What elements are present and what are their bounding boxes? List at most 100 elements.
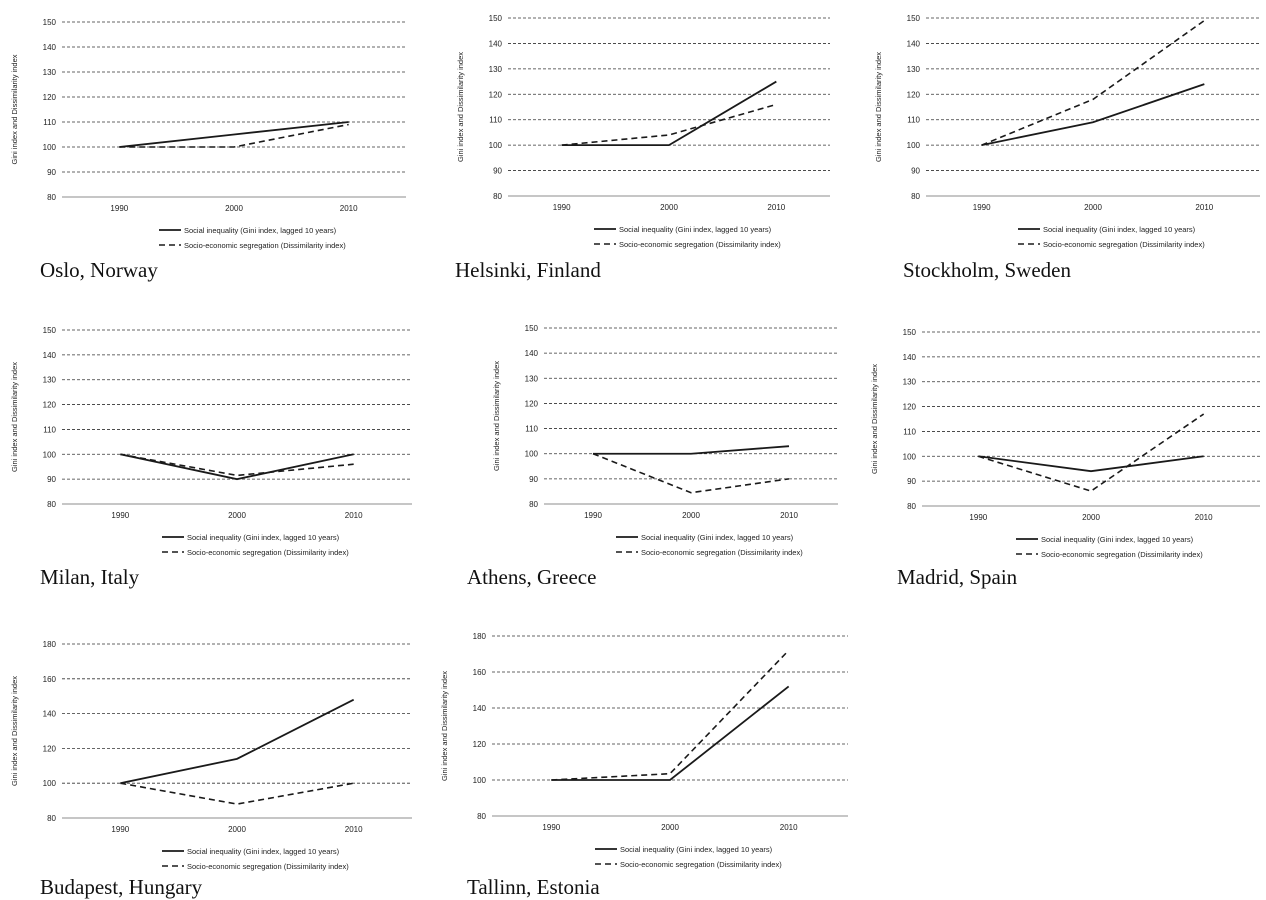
- y-tick-label: 120: [903, 403, 917, 412]
- y-tick-label: 150: [43, 326, 57, 335]
- series-line-segregation: [551, 649, 790, 781]
- caption-budapest: Budapest, Hungary: [40, 875, 203, 899]
- series-line-segregation: [981, 19, 1205, 146]
- y-tick-label: 110: [43, 118, 56, 127]
- x-tick-label: 2000: [228, 511, 246, 520]
- caption-tallinn: Tallinn, Estonia: [467, 875, 600, 899]
- series-line-segregation: [119, 123, 349, 148]
- y-axis-label: Gini index and Dissimilarity index: [10, 676, 19, 786]
- y-tick-label: 100: [43, 143, 57, 152]
- y-tick-label: 80: [47, 500, 56, 509]
- x-tick-label: 2010: [1195, 513, 1213, 522]
- y-tick-label: 150: [907, 14, 921, 23]
- y-tick-label: 160: [43, 675, 57, 684]
- caption-madrid: Madrid, Spain: [897, 565, 1018, 589]
- y-tick-label: 140: [489, 39, 503, 48]
- y-axis-label: Gini index and Dissimilarity index: [870, 364, 879, 474]
- y-axis-label: Gini index and Dissimilarity index: [10, 362, 19, 472]
- chart-svg-stockholm: 80 90 100 110 120 130 140 150 1990 2000 2010 Gini i…: [874, 14, 1260, 249]
- y-tick-label: 180: [43, 640, 57, 649]
- y-tick-label: 90: [907, 477, 916, 486]
- chart-panel-helsinki: 80 90 100 110 120 130 140 150 1990 2000 2010 Gini i…: [424, 8, 844, 250]
- y-tick-label: 80: [47, 814, 56, 823]
- x-tick-label: 2000: [228, 825, 246, 834]
- series-line-inequality: [561, 80, 777, 147]
- y-tick-label: 180: [473, 632, 487, 641]
- legend-label-segregation: Socio-economic segregation (Dissimilarit…: [1041, 550, 1203, 559]
- series-line-inequality: [119, 121, 349, 148]
- y-tick-label: 140: [43, 351, 57, 360]
- chart-svg-madrid: 80 90 100 110 120 130 140 150 1990 2000 2010 Gini i…: [870, 328, 1260, 559]
- chart-svg-athens: 80 90 100 110 120 130 140 150 1990 2000 2010 Gini i…: [492, 324, 838, 557]
- chart-panel-athens: 80 90 100 110 120 130 140 150 1990 2000 2010 Gini i…: [434, 320, 854, 560]
- y-tick-label: 100: [489, 141, 503, 150]
- y-tick-label: 130: [525, 374, 539, 383]
- y-tick-label: 150: [903, 328, 917, 337]
- legend-label-segregation: Socio-economic segregation (Dissimilarit…: [1043, 240, 1205, 249]
- series-line-inequality: [120, 698, 355, 785]
- legend-label-segregation: Socio-economic segregation (Dissimilarit…: [619, 240, 781, 249]
- y-tick-label: 140: [525, 349, 539, 358]
- x-tick-label: 1990: [584, 511, 602, 520]
- y-tick-label: 100: [903, 452, 917, 461]
- x-tick-label: 2010: [345, 825, 363, 834]
- chart-svg-milan: 80 90 100 110 120 130 140 150 1990 2000 2010 Gini i…: [10, 326, 412, 557]
- y-axis-label: Gini index and Dissimilarity index: [874, 52, 883, 162]
- chart-panel-madrid: 80 90 100 110 120 130 140 150 1990 2000 2010 Gini i…: [862, 324, 1266, 560]
- y-tick-label: 80: [907, 502, 916, 511]
- y-tick-label: 110: [43, 425, 56, 434]
- x-tick-label: 1990: [111, 825, 129, 834]
- y-tick-label: 150: [489, 14, 503, 23]
- caption-milan: Milan, Italy: [40, 565, 140, 589]
- y-axis-label: Gini index and Dissimilarity index: [440, 671, 449, 781]
- y-tick-label: 150: [525, 324, 539, 333]
- y-tick-label: 110: [907, 116, 920, 125]
- y-tick-label: 120: [43, 401, 57, 410]
- y-tick-label: 120: [489, 90, 503, 99]
- y-tick-label: 110: [525, 425, 538, 434]
- x-tick-label: 2010: [340, 204, 358, 213]
- y-tick-label: 130: [907, 65, 921, 74]
- x-tick-label: 1990: [553, 203, 571, 212]
- legend-label-inequality: Social inequality (Gini index, lagged 10…: [1043, 225, 1196, 234]
- y-tick-label: 160: [473, 668, 487, 677]
- y-tick-label: 110: [903, 427, 916, 436]
- y-tick-label: 80: [493, 192, 502, 201]
- chart-panel-stockholm: 80 90 100 110 120 130 140 150 1990 2000 2010 Gini i…: [866, 8, 1266, 250]
- chart-svg-budapest: 80 100 120 140 160 180 1990 2000 2010 Gini index …: [10, 640, 412, 871]
- legend-label-inequality: Social inequality (Gini index, lagged 10…: [187, 847, 340, 856]
- y-tick-label: 80: [911, 192, 920, 201]
- chart-panel-budapest: 80 100 120 140 160 180 1990 2000 2010 Gini index …: [0, 634, 420, 874]
- y-tick-label: 120: [525, 399, 539, 408]
- legend-label-segregation: Socio-economic segregation (Dissimilarit…: [620, 860, 782, 869]
- y-tick-label: 100: [473, 776, 487, 785]
- x-tick-label: 2000: [660, 203, 678, 212]
- chart-svg-tallinn: 80 100 120 140 160 180 1990 2000 2010 Gini index …: [440, 632, 848, 869]
- chart-svg-oslo: 80 90 100 110 120 130 140 150 1990 2000 2010 Gini i…: [10, 18, 406, 250]
- legend-label-inequality: Social inequality (Gini index, lagged 10…: [620, 845, 773, 854]
- series-line-inequality: [551, 685, 790, 781]
- y-tick-label: 130: [43, 68, 57, 77]
- x-tick-label: 2000: [1082, 513, 1100, 522]
- x-tick-label: 2010: [767, 203, 785, 212]
- series-line-inequality: [120, 453, 354, 481]
- x-tick-label: 1990: [110, 204, 128, 213]
- caption-helsinki: Helsinki, Finland: [455, 258, 601, 282]
- caption-athens: Athens, Greece: [467, 565, 597, 589]
- x-tick-label: 2000: [1084, 203, 1102, 212]
- y-tick-label: 130: [903, 378, 917, 387]
- y-tick-label: 120: [43, 93, 57, 102]
- y-tick-label: 140: [907, 39, 921, 48]
- y-tick-label: 140: [473, 704, 487, 713]
- y-tick-label: 90: [529, 475, 538, 484]
- series-line-segregation: [120, 782, 354, 805]
- x-tick-label: 1990: [542, 823, 560, 832]
- y-tick-label: 130: [43, 376, 57, 385]
- y-axis-label: Gini index and Dissimilarity index: [10, 54, 19, 164]
- x-tick-label: 2000: [661, 823, 679, 832]
- y-tick-label: 90: [47, 475, 56, 484]
- x-tick-label: 2000: [225, 204, 243, 213]
- y-tick-label: 100: [525, 450, 539, 459]
- y-tick-label: 80: [47, 193, 56, 202]
- legend-label-inequality: Social inequality (Gini index, lagged 10…: [641, 533, 794, 542]
